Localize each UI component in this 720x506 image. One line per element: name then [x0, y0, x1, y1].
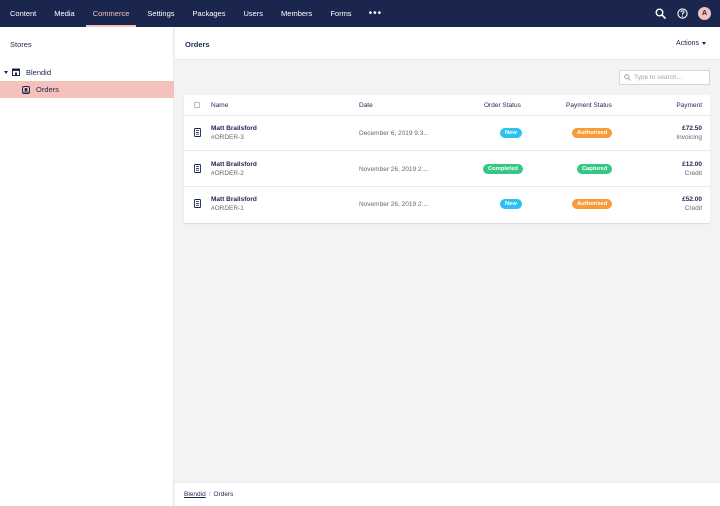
sidebar-title: Stores [10, 40, 32, 49]
nav-item-forms[interactable]: Forms [330, 9, 352, 18]
customer-name[interactable]: Matt Brailsford [211, 125, 257, 132]
payment-status-badge: Authorized [572, 128, 613, 138]
footer-bar: Blendid / Orders [175, 482, 720, 506]
order-number: #ORDER-1 [211, 205, 244, 212]
select-all-checkbox[interactable] [194, 102, 200, 108]
nav-item-users[interactable]: Users [243, 9, 264, 18]
order-date: November 26, 2019 2:... [359, 166, 429, 173]
search-box[interactable] [619, 70, 710, 85]
sidebar: Stores Blendid Orders [0, 27, 174, 506]
tree-item-orders[interactable]: Orders [0, 81, 174, 98]
payment-method: Invoicing [676, 134, 702, 141]
breadcrumb-store-link[interactable]: Blendid [184, 491, 206, 498]
table-row[interactable]: Matt Brailsford #ORDER-3 December 6, 201… [184, 116, 710, 151]
payment-method: Credit [684, 170, 702, 177]
order-document-icon [194, 199, 201, 208]
payment-method: Credit [684, 205, 702, 212]
breadcrumb-current: Orders [213, 491, 234, 498]
page-title: Orders [185, 40, 210, 49]
tree-item-store[interactable]: Blendid [0, 64, 174, 80]
payment-amount: £52.00 [682, 196, 702, 203]
table-row[interactable]: Matt Brailsford #ORDER-2 November 26, 20… [184, 152, 710, 187]
order-status-badge: Completed [483, 164, 523, 174]
column-name[interactable]: Name [211, 102, 229, 109]
column-date[interactable]: Date [359, 102, 373, 109]
nav-item-commerce[interactable]: Commerce [84, 0, 139, 27]
nav-more-button[interactable]: ••• [368, 8, 383, 19]
column-payment-status[interactable]: Payment Status [566, 102, 612, 109]
column-payment[interactable]: Payment [676, 102, 702, 109]
nav-item-packages[interactable]: Packages [192, 9, 226, 18]
customer-name[interactable]: Matt Brailsford [211, 196, 257, 203]
nav-item-media[interactable]: Media [54, 9, 75, 18]
main-panel: Orders Actions Name Date Order Status Pa… [175, 27, 720, 506]
caret-down-icon[interactable] [4, 70, 8, 74]
store-icon [12, 68, 20, 76]
main-header: Orders Actions [175, 27, 720, 60]
payment-status-badge: Authorized [572, 199, 613, 209]
nav-item-content[interactable]: Content [10, 9, 37, 18]
top-navigation: Content Media Commerce Settings Packages… [0, 0, 720, 27]
payment-status-badge: Captured [577, 164, 613, 174]
orders-icon [22, 85, 30, 94]
breadcrumb-separator: / [208, 491, 211, 498]
payment-amount: £12.00 [682, 161, 702, 168]
column-order-status[interactable]: Order Status [484, 102, 521, 109]
tree-item-orders-label: Orders [36, 85, 59, 94]
chevron-down-icon [702, 42, 706, 45]
order-document-icon [194, 164, 201, 173]
breadcrumb: Blendid / Orders [184, 491, 233, 498]
user-avatar[interactable]: A [698, 7, 711, 20]
table-header: Name Date Order Status Payment Status Pa… [184, 95, 710, 116]
search-icon[interactable] [654, 7, 667, 20]
tree-item-store-label: Blendid [26, 67, 52, 77]
order-date: November 26, 2019 2:... [359, 201, 429, 208]
help-icon[interactable] [676, 7, 689, 20]
order-status-badge: New [500, 199, 522, 209]
nav-item-settings[interactable]: Settings [147, 9, 175, 18]
actions-button[interactable]: Actions [676, 40, 706, 47]
actions-label: Actions [676, 40, 699, 47]
search-input[interactable] [634, 74, 708, 81]
table-row[interactable]: Matt Brailsford #ORDER-1 November 26, 20… [184, 187, 710, 222]
order-number: #ORDER-2 [211, 170, 244, 177]
order-date: December 6, 2019 9:3... [359, 130, 429, 137]
order-number: #ORDER-3 [211, 134, 244, 141]
nav-item-members[interactable]: Members [281, 9, 313, 18]
orders-table: Name Date Order Status Payment Status Pa… [184, 95, 710, 223]
order-document-icon [194, 128, 201, 137]
customer-name[interactable]: Matt Brailsford [211, 161, 257, 168]
search-icon [624, 74, 631, 81]
top-right-tools: A [654, 0, 711, 27]
order-status-badge: New [500, 128, 522, 138]
payment-amount: £72.50 [682, 125, 702, 132]
